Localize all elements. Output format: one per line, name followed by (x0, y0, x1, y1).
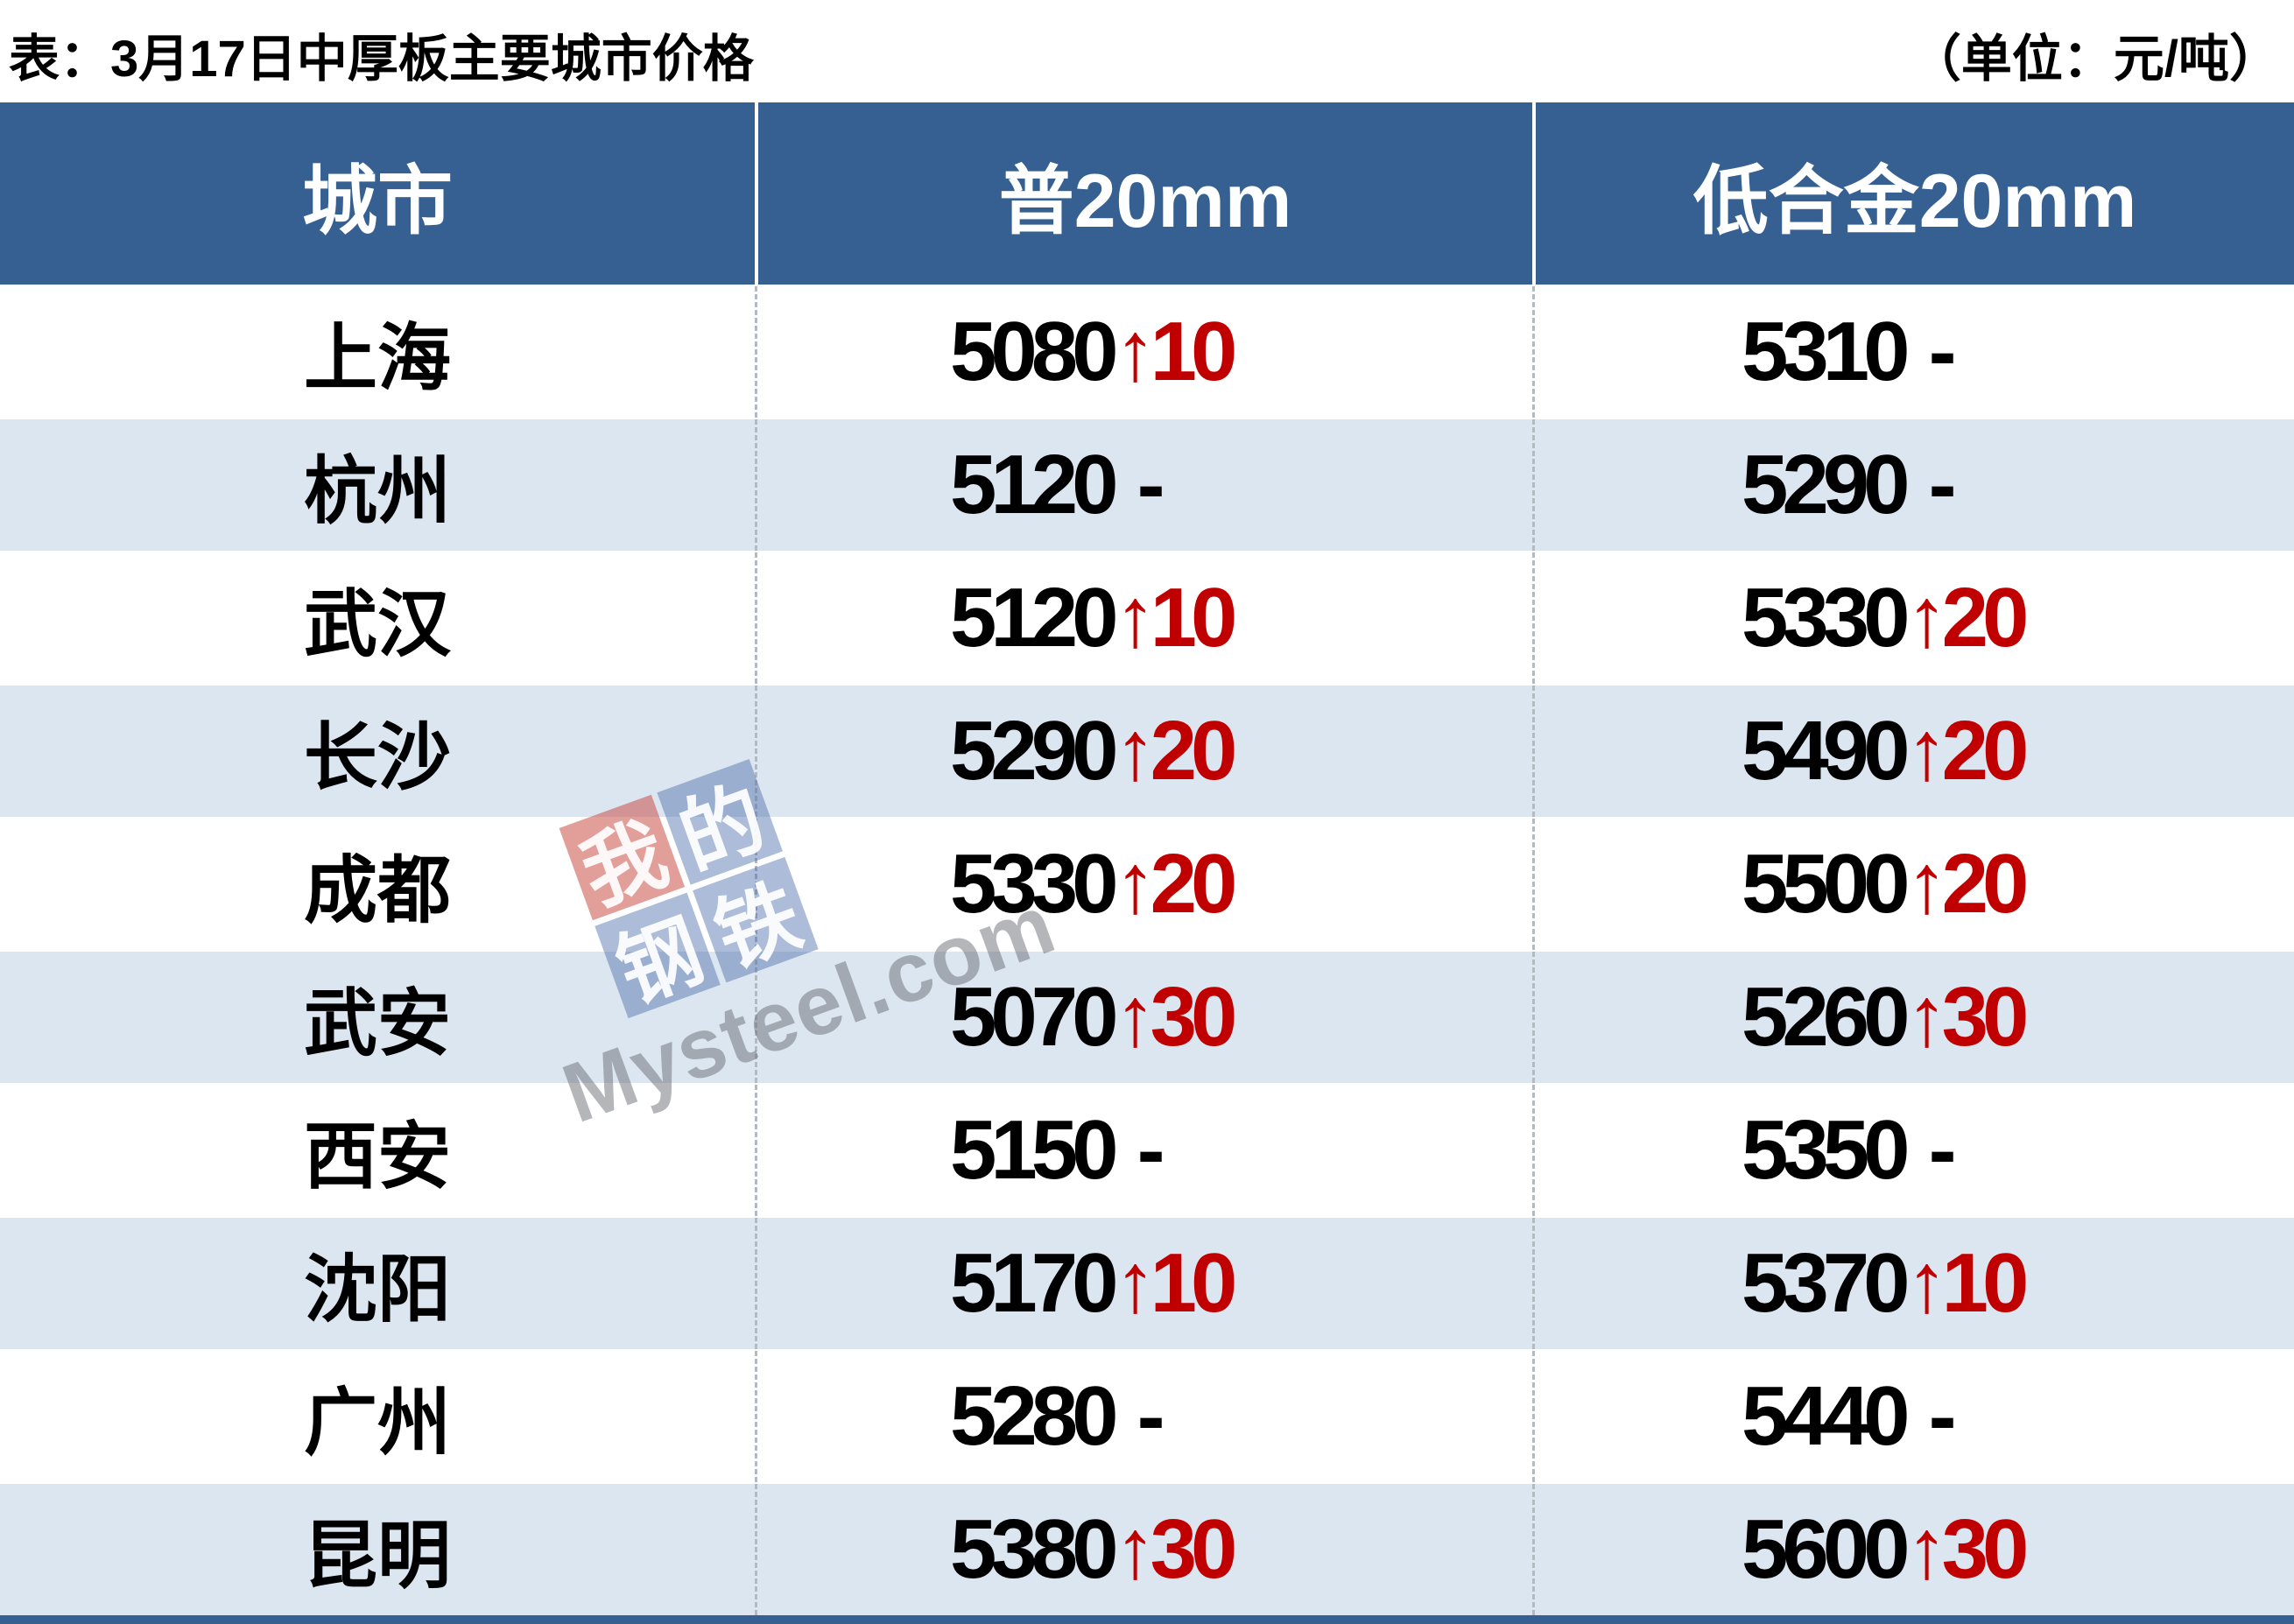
price-value: 5150 (950, 1103, 1119, 1197)
price-change: ↑20 (1905, 837, 2030, 931)
p20-price-cell: 5070 ↑30 (755, 952, 1532, 1083)
table-header-row: 城市 普20mm 低合金20mm (0, 102, 2294, 285)
title-bar: 表：3月17日中厚板主要城市价格 （单位：元/吨） (0, 0, 2294, 102)
price-change: - (1928, 1369, 1957, 1463)
lowalloy-price-cell: 5260 ↑30 (1532, 952, 2294, 1083)
city-cell: 西安 (0, 1085, 755, 1216)
table-row: 杭州 5120- 5290- (0, 418, 2294, 551)
price-value: 5350 (1742, 1103, 1910, 1197)
lowalloy-price-cell: 5310- (1532, 286, 2294, 418)
price-change: ↑30 (1114, 970, 1238, 1064)
price-change: ↑10 (1114, 305, 1238, 398)
price-value: 5290 (1742, 438, 1910, 531)
table-row: 成都 5330 ↑20 5500 ↑20 (0, 817, 2294, 950)
lowalloy-price-cell: 5440- (1532, 1351, 2294, 1482)
city-cell: 武汉 (0, 552, 755, 684)
price-value: 5070 (950, 970, 1119, 1064)
table-row: 沈阳 5170 ↑10 5370 ↑10 (0, 1216, 2294, 1349)
table-row: 武安 5070 ↑30 5260 ↑30 (0, 950, 2294, 1083)
table-row: 上海 5080 ↑10 5310- (0, 285, 2294, 418)
table-row: 长沙 5290 ↑20 5490 ↑20 (0, 684, 2294, 817)
table-bottom-border (0, 1615, 2294, 1624)
price-change: ↑10 (1114, 571, 1238, 664)
header-lowalloy-20mm: 低合金20mm (1532, 102, 2294, 285)
unit-label: （单位：元/吨） (1910, 30, 2280, 88)
price-change: ↑10 (1114, 1236, 1238, 1330)
price-table: 城市 普20mm 低合金20mm 上海 5080 ↑10 5310- 杭州 512… (0, 102, 2294, 1624)
lowalloy-price-cell: 5370 ↑10 (1532, 1218, 2294, 1349)
p20-price-cell: 5290 ↑20 (755, 685, 1532, 817)
price-value: 5080 (950, 305, 1119, 398)
city-cell: 武安 (0, 952, 755, 1083)
price-value: 5370 (1742, 1236, 1910, 1330)
price-value: 5600 (1742, 1502, 1910, 1596)
price-value: 5500 (1742, 837, 1910, 931)
price-value: 5330 (1742, 571, 1910, 664)
city-cell: 杭州 (0, 419, 755, 551)
price-change: - (1136, 438, 1165, 531)
p20-price-cell: 5330 ↑20 (755, 819, 1532, 950)
p20-price-cell: 5380 ↑30 (755, 1484, 1532, 1615)
page-title: 表：3月17日中厚板主要城市价格 (9, 30, 754, 88)
price-value: 5330 (950, 837, 1119, 931)
price-value: 5380 (950, 1502, 1119, 1596)
price-change: ↑30 (1114, 1502, 1238, 1596)
price-value: 5290 (950, 704, 1119, 798)
p20-price-cell: 5170 ↑10 (755, 1218, 1532, 1349)
header-plain-20mm: 普20mm (755, 102, 1532, 285)
price-change: - (1928, 1103, 1957, 1197)
header-city: 城市 (0, 102, 755, 285)
price-change: ↑20 (1114, 837, 1238, 931)
price-value: 5490 (1742, 704, 1910, 798)
city-cell: 上海 (0, 286, 755, 418)
price-change: ↑20 (1905, 704, 2030, 798)
p20-price-cell: 5120- (755, 419, 1532, 551)
price-value: 5170 (950, 1236, 1119, 1330)
lowalloy-price-cell: 5500 ↑20 (1532, 819, 2294, 950)
p20-price-cell: 5080 ↑10 (755, 286, 1532, 418)
price-value: 5440 (1742, 1369, 1910, 1463)
price-value: 5310 (1742, 305, 1910, 398)
lowalloy-price-cell: 5600 ↑30 (1532, 1484, 2294, 1615)
price-value: 5120 (950, 438, 1119, 531)
price-change: ↑30 (1905, 1502, 2030, 1596)
price-change: ↑30 (1905, 970, 2030, 1064)
price-change: ↑10 (1905, 1236, 2030, 1330)
price-change: - (1136, 1103, 1165, 1197)
lowalloy-price-cell: 5330 ↑20 (1532, 552, 2294, 684)
city-cell: 长沙 (0, 685, 755, 817)
price-value: 5260 (1742, 970, 1910, 1064)
price-change: - (1928, 438, 1957, 531)
lowalloy-price-cell: 5350- (1532, 1085, 2294, 1216)
p20-price-cell: 5280- (755, 1351, 1532, 1482)
table-row: 西安 5150- 5350- (0, 1083, 2294, 1216)
table-row: 武汉 5120 ↑10 5330 ↑20 (0, 551, 2294, 684)
city-cell: 广州 (0, 1351, 755, 1482)
table-row: 广州 5280- 5440- (0, 1349, 2294, 1482)
p20-price-cell: 5150- (755, 1085, 1532, 1216)
price-change: - (1136, 1369, 1165, 1463)
lowalloy-price-cell: 5290- (1532, 419, 2294, 551)
price-value: 5120 (950, 571, 1119, 664)
lowalloy-price-cell: 5490 ↑20 (1532, 685, 2294, 817)
price-change: ↑20 (1905, 571, 2030, 664)
p20-price-cell: 5120 ↑10 (755, 552, 1532, 684)
price-value: 5280 (950, 1369, 1119, 1463)
table-row: 昆明 5380 ↑30 5600 ↑30 (0, 1482, 2294, 1615)
city-cell: 昆明 (0, 1484, 755, 1615)
city-cell: 沈阳 (0, 1218, 755, 1349)
city-cell: 成都 (0, 819, 755, 950)
price-change: - (1928, 305, 1957, 398)
price-change: ↑20 (1114, 704, 1238, 798)
